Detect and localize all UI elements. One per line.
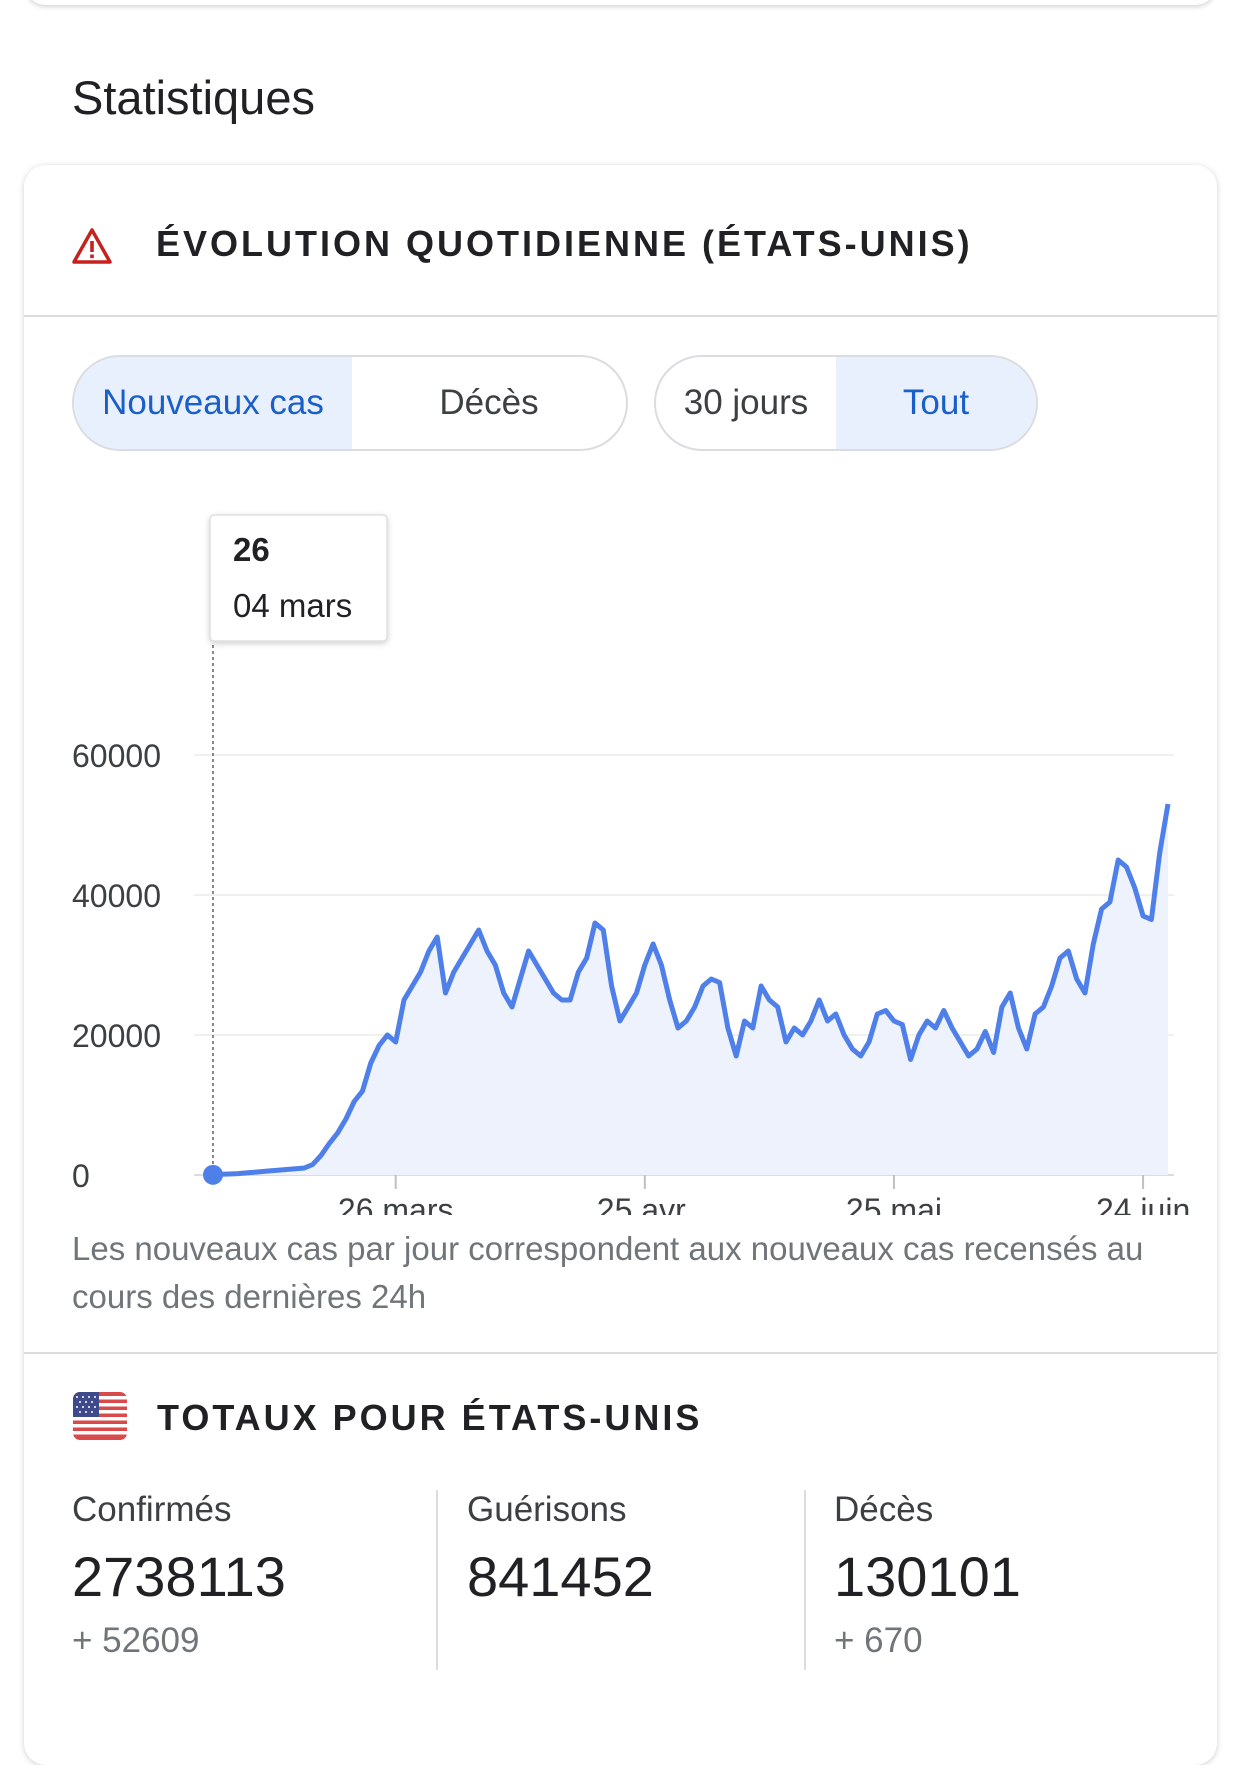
totals-title: TOTAUX POUR ÉTATS-UNIS <box>157 1397 703 1438</box>
card-header: ÉVOLUTION QUOTIDIENNE (ÉTATS-UNIS) <box>24 165 1217 317</box>
daily-evolution-card: ÉVOLUTION QUOTIDIENNE (ÉTATS-UNIS) Nouve… <box>24 165 1217 1765</box>
tab-nouveaux-cas[interactable]: Nouveaux cas <box>74 357 352 449</box>
x-tick-label: 24 juin <box>1096 1192 1190 1215</box>
tooltip-date: 04 mars <box>233 587 352 624</box>
x-tick-label: 25 mai <box>846 1192 942 1215</box>
stat-separator <box>436 1490 438 1670</box>
stat-delta: + 52609 <box>72 1621 200 1660</box>
series-area <box>213 804 1168 1175</box>
stat-value: 130101 <box>834 1545 1021 1608</box>
warning-triangle-icon <box>72 228 112 264</box>
tab-tout[interactable]: Tout <box>836 357 1036 449</box>
stat-value: 841452 <box>467 1545 654 1608</box>
stat-deces: Décès 130101 + 670 <box>834 1490 1021 1661</box>
stat-label: Décès <box>834 1490 934 1529</box>
metric-toggle: Nouveaux cas Décès <box>72 355 628 451</box>
card-title: ÉVOLUTION QUOTIDIENNE (ÉTATS-UNIS) <box>156 223 973 264</box>
tooltip-value: 26 <box>233 531 270 568</box>
series-line <box>212 803 1171 1178</box>
y-tick-label: 20000 <box>72 1018 161 1054</box>
tab-deces[interactable]: Décès <box>439 383 539 422</box>
stat-guerisons: Guérisons 841452 <box>467 1490 654 1621</box>
divider <box>24 1352 1217 1354</box>
y-tick-label: 0 <box>72 1158 90 1194</box>
x-tick-label: 26 mars <box>338 1192 454 1215</box>
chart-tooltip <box>209 514 388 642</box>
tab-30-jours[interactable]: 30 jours <box>683 383 809 422</box>
chart-footnote: Les nouveaux cas par jour correspondent … <box>72 1230 1144 1315</box>
previous-card-edge <box>24 0 1217 5</box>
section-title: Statistiques <box>72 71 315 124</box>
highlighted-point <box>203 1164 223 1185</box>
range-toggle: 30 jours Tout <box>654 355 1038 451</box>
y-tick-label: 60000 <box>72 738 161 774</box>
stat-label: Confirmés <box>72 1490 232 1529</box>
daily-cases-chart[interactable]: 0 20000 40000 60000 26 mars 25 avr. 25 mai 24 j… <box>24 495 1217 1215</box>
stat-delta: + 670 <box>834 1621 923 1660</box>
stat-value: 2738113 <box>72 1545 286 1608</box>
stat-separator <box>804 1490 806 1670</box>
y-tick-label: 40000 <box>72 878 161 914</box>
us-flag-icon <box>73 1392 127 1440</box>
stat-confirmes: Confirmés 2738113 + 52609 <box>72 1490 286 1661</box>
stat-label: Guérisons <box>467 1490 627 1529</box>
x-tick-label: 25 avr. <box>597 1192 693 1215</box>
